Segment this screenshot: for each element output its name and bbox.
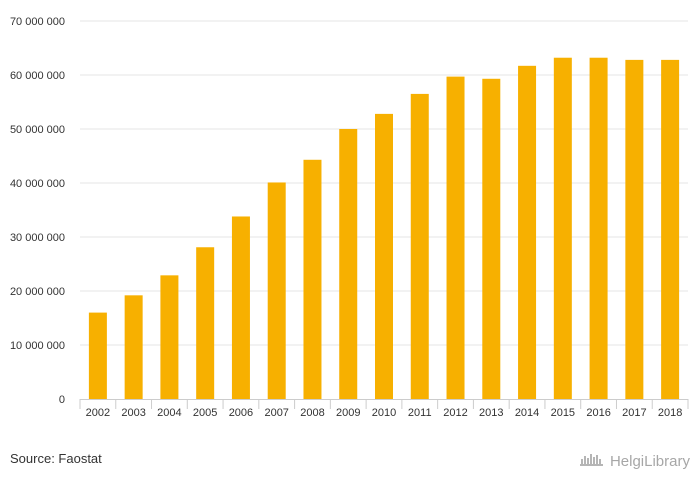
bar-chart: 0 10 000 000 20 000 000 30 000 000 40 000 00… (10, 16, 689, 419)
x-tick-label: 2003 (121, 407, 145, 419)
bar-2002[interactable] (88, 312, 107, 399)
bar-2016[interactable] (589, 57, 608, 399)
bar-2004[interactable] (160, 275, 179, 399)
y-tick-label: 70 000 000 (10, 16, 65, 28)
x-tick-label: 2006 (229, 407, 253, 419)
bar-2009[interactable] (339, 129, 358, 399)
helgi-library-icon (579, 448, 606, 470)
x-tick-label: 2016 (586, 407, 610, 419)
x-tick-label: 2013 (479, 407, 503, 419)
bar-2017[interactable] (625, 59, 644, 399)
bar-2011[interactable] (410, 93, 429, 400)
bar-2005[interactable] (196, 247, 215, 399)
x-tick-label: 2004 (157, 407, 181, 419)
bar-2018[interactable] (661, 59, 680, 399)
y-tick-label: 40 000 000 (10, 178, 65, 190)
bar-2008[interactable] (303, 159, 322, 399)
y-tick-label: 50 000 000 (10, 124, 65, 136)
x-tick-label: 2014 (515, 407, 539, 419)
x-tick-label: 2002 (86, 407, 110, 419)
bar-2003[interactable] (124, 295, 143, 399)
x-tick-label: 2018 (658, 407, 682, 419)
bar-2006[interactable] (231, 216, 250, 399)
y-tick-label: 60 000 000 (10, 70, 65, 82)
y-tick-label: 10 000 000 (10, 340, 65, 352)
y-tick-label: 0 (59, 394, 65, 406)
bar-2013[interactable] (482, 78, 501, 399)
bar-2007[interactable] (267, 182, 286, 399)
x-tick-label: 2008 (300, 407, 324, 419)
x-tick-label: 2017 (622, 407, 646, 419)
x-tick-label: 2015 (551, 407, 575, 419)
source-note: Source: Faostat (10, 451, 102, 466)
brand-logo[interactable]: HelgiLibrary (579, 448, 690, 470)
y-tick-label: 20 000 000 (10, 286, 65, 298)
x-tick-label: 2012 (443, 407, 467, 419)
brand-name: HelgiLibrary (609, 453, 690, 470)
x-tick-label: 2007 (264, 407, 288, 419)
bar-2015[interactable] (553, 57, 572, 399)
bar-2012[interactable] (446, 76, 465, 400)
y-tick-label: 30 000 000 (10, 232, 65, 244)
bar-2010[interactable] (375, 113, 393, 399)
x-tick-label: 2011 (408, 407, 432, 419)
x-axis: 2002 2003 2004 2005 2006 2007 2008 2009 2010 2011… (79, 399, 689, 419)
x-tick-label: 2009 (336, 407, 360, 419)
x-tick-label: 2005 (193, 407, 217, 419)
bars (88, 57, 680, 400)
x-tick-label: 2010 (372, 407, 396, 419)
y-axis: 0 10 000 000 20 000 000 30 000 000 40 000 00… (10, 16, 65, 406)
bar-2014[interactable] (518, 65, 537, 399)
